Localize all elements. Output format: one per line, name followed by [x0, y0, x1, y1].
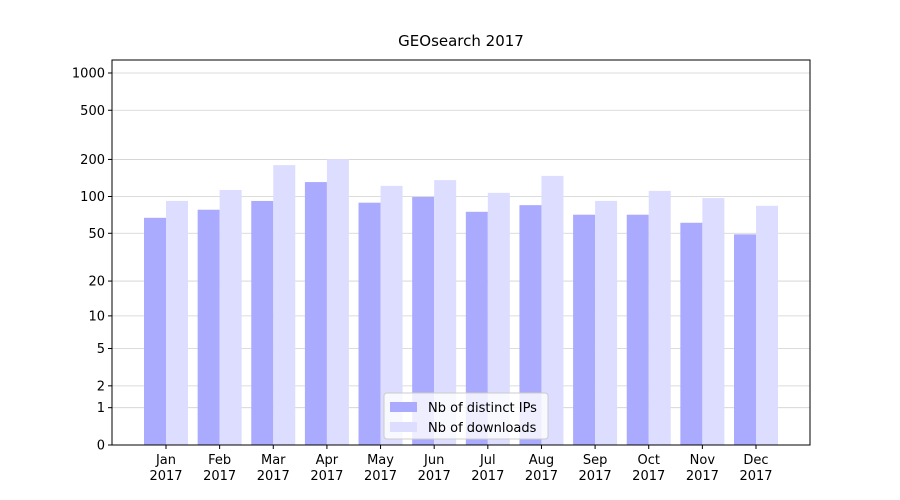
x-tick-label: Apr 2017 [310, 453, 344, 484]
legend-box [383, 392, 549, 440]
x-tick-label: Oct 2017 [632, 453, 666, 484]
bar [756, 205, 778, 445]
bar [648, 190, 671, 445]
y-tick-label: 10 [88, 309, 105, 324]
x-tick-label: Aug 2017 [524, 453, 558, 484]
bar [487, 192, 510, 445]
y-tick-label: 50 [88, 227, 105, 242]
bar [412, 197, 435, 445]
bar [144, 217, 166, 445]
bar [519, 205, 542, 445]
bar [465, 211, 488, 445]
bar [273, 165, 296, 445]
bar [434, 180, 457, 445]
y-tick-label: 1 [97, 401, 105, 416]
bar [702, 198, 725, 445]
bar [251, 200, 274, 445]
y-tick-label: 1000 [72, 66, 105, 81]
x-tick-label: Nov 2017 [685, 453, 719, 484]
bar [197, 209, 220, 445]
bar [573, 214, 596, 445]
x-tick-label: Jul 2017 [471, 453, 505, 484]
bar [680, 222, 703, 445]
chart-title: GEOsearch 2017 [398, 32, 524, 50]
legend: Nb of distinct IPs Nb of downloads [383, 392, 549, 440]
y-tick-label: 200 [80, 153, 105, 168]
x-tick-label: Jan 2017 [149, 453, 183, 484]
bar [541, 175, 564, 446]
y-tick-label: 20 [88, 275, 105, 290]
bar [326, 159, 349, 445]
x-tick-label: Mar 2017 [256, 453, 290, 484]
bar [595, 200, 618, 445]
y-tick-label: 100 [80, 190, 105, 205]
legend-label: Nb of downloads [428, 421, 537, 436]
x-tick-label: May 2017 [363, 453, 398, 484]
bar [304, 182, 327, 445]
y-tick-label: 5 [97, 342, 105, 357]
y-tick-label: 2 [97, 379, 105, 394]
bar [219, 189, 242, 445]
bar [626, 214, 649, 445]
x-tick-label: Feb 2017 [203, 453, 237, 484]
y-tick-label: 500 [80, 104, 105, 119]
x-tick-label: Jun 2017 [417, 453, 451, 484]
bar [166, 200, 188, 445]
legend-label: Nb of distinct IPs [428, 401, 537, 416]
legend-swatch [390, 422, 417, 432]
bar [734, 234, 756, 445]
y-tick-label: 0 [97, 439, 105, 454]
x-tick-label: Dec 2017 [739, 453, 773, 484]
legend-swatch [390, 402, 417, 412]
bar [358, 202, 381, 445]
x-tick-label: Sep 2017 [578, 453, 612, 484]
plot-frame [111, 59, 811, 446]
bar [380, 185, 403, 445]
